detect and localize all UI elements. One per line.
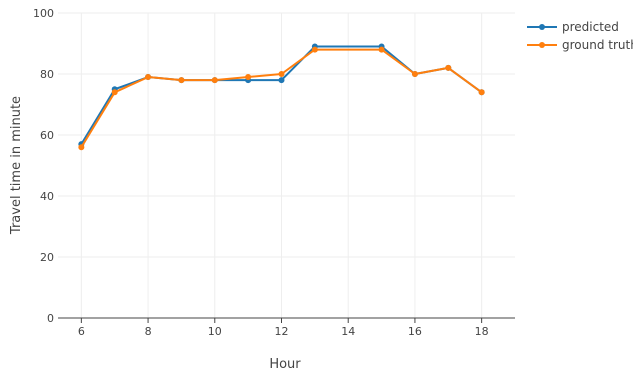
series-ground-truth	[78, 46, 485, 151]
data-point	[245, 74, 252, 81]
x-axis-title: Hour	[269, 357, 301, 372]
data-point	[111, 89, 118, 96]
legend[interactable]: predicted ground truth	[527, 20, 633, 52]
data-point	[211, 77, 218, 84]
series-lines	[78, 43, 485, 151]
data-point	[478, 89, 485, 96]
data-point	[445, 64, 452, 71]
y-tick-label: 60	[40, 129, 54, 142]
data-point	[278, 77, 285, 84]
legend-label: predicted	[562, 20, 619, 34]
x-tick-label: 16	[408, 325, 422, 338]
y-tick-label: 80	[40, 68, 54, 81]
x-tick-label: 10	[208, 325, 222, 338]
data-point	[411, 71, 418, 77]
x-tick-label: 14	[341, 325, 355, 338]
y-tick-label: 20	[40, 251, 54, 264]
y-tick-label: 100	[33, 7, 54, 20]
legend-swatch-marker	[539, 24, 545, 30]
data-point	[278, 71, 285, 77]
axes: 0 20 40 60 80 100 6 8 10 12 14 16 18	[33, 7, 515, 338]
x-tick-label: 8	[145, 325, 152, 338]
x-tick-label: 6	[78, 325, 85, 338]
data-point	[178, 77, 185, 84]
data-point	[145, 74, 152, 81]
x-tick-label: 12	[274, 325, 288, 338]
y-axis-title: Travel time in minute	[9, 96, 24, 235]
data-point	[78, 144, 85, 151]
series-line	[80, 48, 483, 148]
x-tick-label: 18	[475, 325, 489, 338]
y-tick-label: 0	[47, 312, 54, 325]
data-point	[378, 46, 385, 53]
legend-item[interactable]: predicted	[527, 20, 619, 34]
legend-label: ground truth	[562, 38, 633, 52]
legend-item[interactable]: ground truth	[527, 38, 633, 52]
grid-lines	[58, 12, 515, 318]
legend-swatch-marker	[539, 42, 545, 48]
y-tick-label: 40	[40, 190, 54, 203]
data-point	[311, 46, 318, 53]
